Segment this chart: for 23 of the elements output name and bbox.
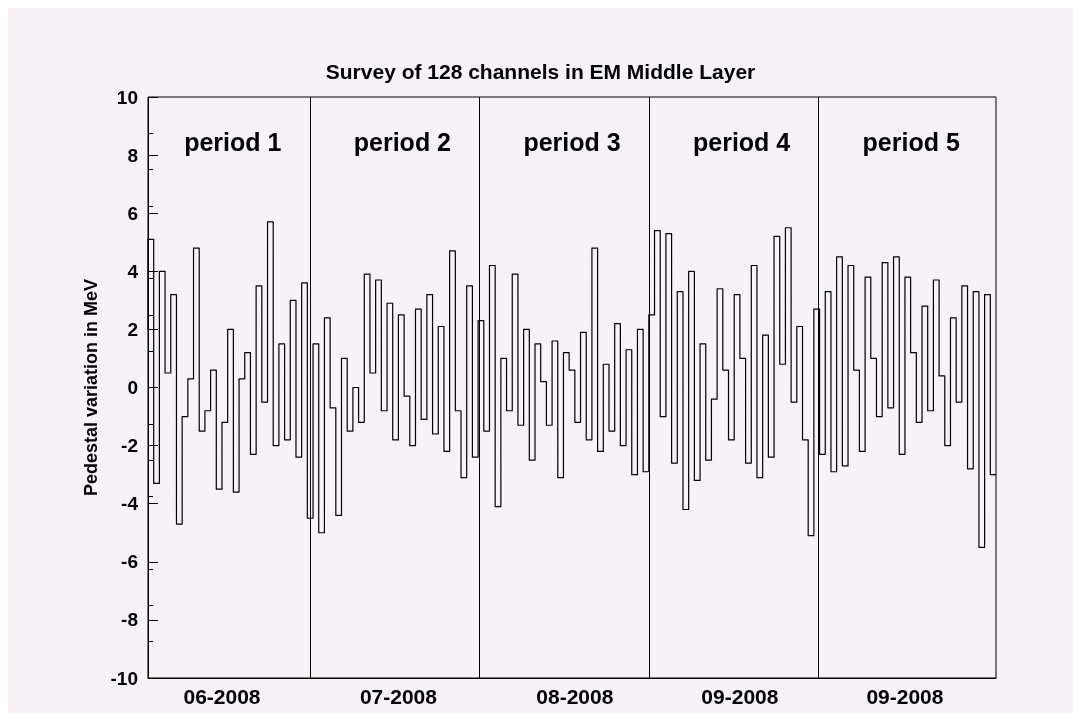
- x-tick-label: 08-2008: [536, 685, 614, 708]
- y-tick-label: -10: [110, 667, 138, 689]
- chart-title: Survey of 128 channels in EM Middle Layer: [325, 60, 756, 83]
- y-tick-label: 0: [127, 377, 138, 398]
- y-tick-label: -6: [121, 551, 138, 573]
- y-tick-label: 4: [127, 260, 139, 282]
- annotation: period 3: [523, 128, 621, 156]
- y-tick-label: 10: [116, 86, 138, 108]
- x-tick-label: 06-2008: [183, 685, 261, 708]
- annotation: period 2: [353, 128, 452, 156]
- y-tick-label: 8: [127, 144, 138, 166]
- y-tick-label: 6: [127, 202, 138, 224]
- annotation: period 4: [692, 128, 791, 156]
- y-tick-label: -8: [121, 609, 138, 631]
- y-tick-label: 2: [127, 318, 138, 340]
- annotation: period 5: [862, 128, 960, 156]
- y-tick-label: -2: [121, 435, 138, 457]
- x-tick-label: 09-2008: [866, 685, 944, 708]
- x-tick-label: 09-2008: [701, 685, 779, 708]
- x-tick-label: 07-2008: [359, 685, 438, 708]
- y-tick-label: -4: [121, 493, 139, 515]
- y-axis-title: Pedestal variation in MeV: [80, 278, 101, 497]
- annotation: period 1: [184, 128, 282, 156]
